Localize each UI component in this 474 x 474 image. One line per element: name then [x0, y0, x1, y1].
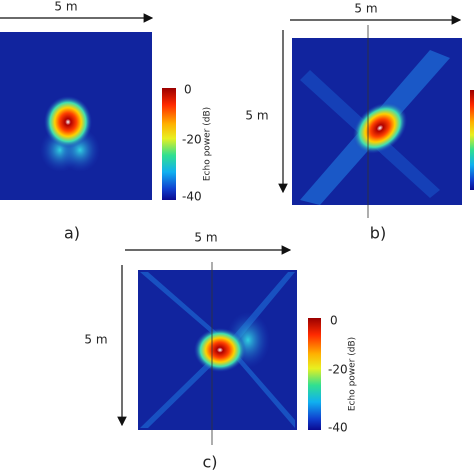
panel-label: b)	[370, 224, 386, 243]
colorbar	[470, 90, 474, 190]
colorbar-tick: -40	[328, 421, 348, 435]
colorbar-title: Echo power (dB)	[203, 107, 213, 181]
echo-streak	[140, 272, 295, 428]
echo-peak	[44, 96, 92, 148]
colorbar-tick: 0	[184, 83, 192, 97]
panel-label: c)	[202, 453, 217, 472]
panel-a: 5 m 0 -20 -40 Echo power (dB) a)	[0, 0, 213, 243]
echo-peak	[194, 328, 246, 372]
echo-peak	[353, 102, 407, 154]
colorbar	[162, 88, 176, 200]
height-label: 5 m	[84, 333, 107, 347]
colorbar-tick: -20	[182, 133, 202, 147]
panel-c: 5 m 5 m 0 -20 -40 Echo power (dB) c)	[84, 231, 357, 472]
width-label: 5 m	[194, 231, 217, 245]
colorbar-tick: 0	[330, 314, 338, 328]
panel-b: 5 m 5 m b)	[245, 2, 474, 243]
height-label: 5 m	[245, 109, 268, 123]
colorbar-tick: -40	[182, 190, 202, 204]
colorbar	[308, 318, 321, 430]
panel-label: a)	[64, 224, 80, 243]
colorbar-tick: -20	[328, 363, 348, 377]
width-label: 5 m	[354, 2, 377, 16]
colorbar-title: Echo power (dB)	[348, 337, 358, 411]
width-label: 5 m	[54, 0, 77, 14]
